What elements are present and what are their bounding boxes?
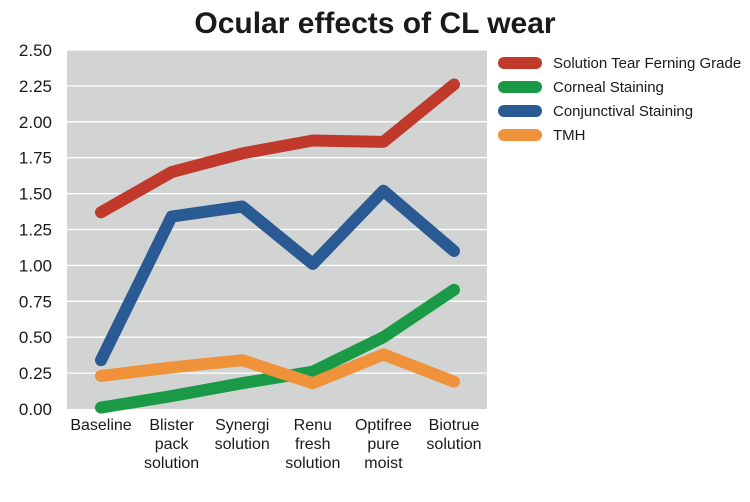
y-tick-label: 2.00 [19,113,52,132]
x-tick-label: Optifree pure moist [355,417,412,472]
x-tick-label: Baseline [70,417,131,434]
chart-title: Ocular effects of CL wear [194,7,556,40]
series-line-tmh [95,348,460,390]
y-tick-label: 0.50 [19,328,52,347]
y-tick-label: 1.25 [19,221,52,240]
y-tick-label: 1.75 [19,149,52,168]
x-axis-ticks: Baseline Blister pack solution Synergi soluti… [70,417,481,472]
y-axis-ticks: 0.00 0.25 0.50 0.75 1.00 1.25 1.50 1.75 2.00 2.25… [19,41,52,419]
legend: Solution Tear Ferning Grade Corneal Stain… [498,55,741,144]
y-tick-label: 0.25 [19,364,52,383]
y-tick-label: 2.25 [19,77,52,96]
legend-label: Conjunctival Staining [553,103,693,120]
grid-lines [67,49,487,374]
y-tick-label: 0.00 [19,400,52,419]
y-tick-label: 1.50 [19,185,52,204]
series-lines [95,78,460,414]
x-tick-label: Synergi solution [215,417,270,453]
y-tick-label: 1.00 [19,256,52,275]
x-tick-label: Biotrue solution [426,417,481,453]
legend-label: Corneal Staining [553,79,664,96]
y-tick-label: 2.50 [19,41,52,60]
x-tick-label: Renu fresh solution [285,417,340,472]
legend-label: Solution Tear Ferning Grade [553,55,741,72]
series-line-conjunctival-staining [95,184,460,367]
series-line-solution-tear-ferning-grade [95,78,460,219]
x-tick-label: Blister pack solution [144,417,199,472]
legend-label: TMH [553,127,586,144]
y-tick-label: 0.75 [19,292,52,311]
